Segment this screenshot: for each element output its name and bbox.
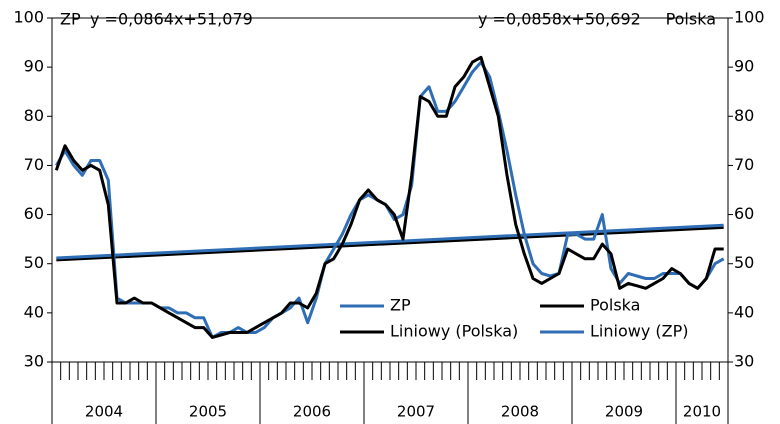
x-tick-label: 2009 [605, 403, 643, 421]
y2-tick-label: 40 [734, 302, 754, 321]
x-tick-label: 2004 [85, 403, 123, 421]
y2-tick-label: 90 [734, 57, 754, 76]
legend-label: ZP [390, 296, 411, 315]
x-tick-label: 2005 [189, 403, 227, 421]
y-tick-label: 40 [24, 302, 44, 321]
x-tick-label: 2008 [501, 403, 539, 421]
y2-tick-label: 60 [734, 204, 754, 223]
y-tick-label: 100 [13, 8, 44, 27]
x-tick-label: 2007 [397, 403, 435, 421]
trend-equation: y =0,0864x+51,079 [90, 10, 253, 29]
y2-tick-label: 50 [734, 253, 754, 272]
y2-tick-label: 70 [734, 155, 754, 174]
legend-label: Polska [590, 296, 640, 315]
x-tick-label: 2006 [293, 403, 331, 421]
trendline [56, 223, 724, 260]
y-tick-label: 80 [24, 106, 44, 125]
x-tick-label: 2010 [683, 403, 721, 421]
legend-label: Liniowy (ZP) [590, 322, 688, 341]
y-tick-label: 60 [24, 204, 44, 223]
trend-equation: y =0,0858x+50,692 [478, 10, 641, 29]
series-line [54, 55, 724, 339]
series-line [55, 60, 725, 339]
y-tick-label: 70 [24, 155, 44, 174]
y-tick-label: 90 [24, 57, 44, 76]
y-tick-label: 50 [24, 253, 44, 272]
trend-series-label: Polska [666, 10, 716, 29]
trendline [56, 225, 724, 262]
y2-tick-label: 100 [734, 8, 765, 27]
legend-label: Liniowy (Polska) [390, 322, 518, 341]
trend-series-label: ZP [60, 10, 81, 29]
y-tick-label: 30 [24, 352, 44, 371]
y2-tick-label: 80 [734, 106, 754, 125]
y2-tick-label: 30 [734, 352, 754, 371]
